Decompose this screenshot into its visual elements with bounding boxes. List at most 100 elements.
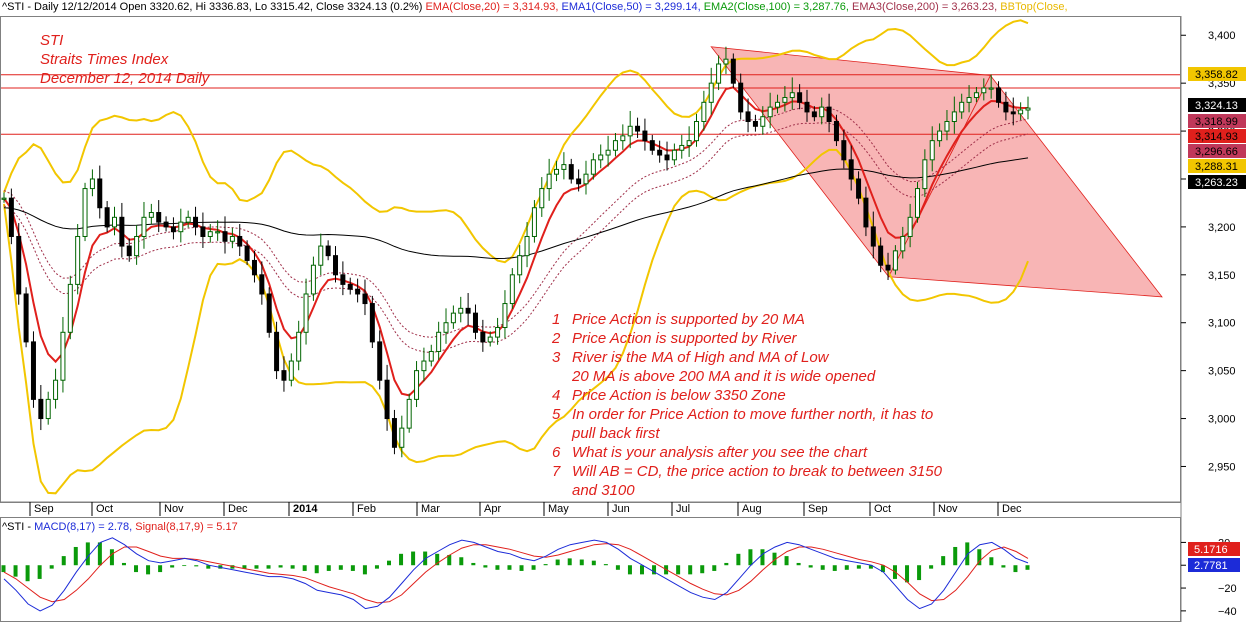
price-bar [789,77,795,110]
price-bar [870,211,876,259]
macd-y-tick-label: −20 [1218,583,1237,595]
analysis-note: 3 River is the MA of High and MA of Low [552,348,942,367]
macd-histogram-bar [603,564,608,566]
price-bar [856,171,862,205]
price-bar [207,224,213,243]
price-bar [671,143,677,166]
price-bar [745,98,751,133]
price-bar [804,89,810,122]
price-header: ^STI - Daily 12/12/2014 Open 3320.62, Hi… [2,1,1068,13]
macd-histogram-bar [880,565,885,573]
y-tick-label: 3,000 [1208,414,1236,426]
price-bar [892,245,898,275]
macd-value-label: 5.1716 [1188,542,1240,556]
analysis-note-number [552,367,572,386]
price-bar [89,169,95,197]
price-bar [288,353,294,387]
bollinger-top [3,19,1029,264]
price-bar [53,368,59,409]
analysis-note-text: Price Action is supported by River [572,330,797,347]
macd-histogram-bar [387,560,392,566]
price-bar [215,220,221,241]
price-bar [126,238,132,262]
x-tick-label: Nov [164,503,184,515]
macd-histogram-bar [832,565,837,571]
macd-histogram-bar [302,565,307,571]
price-bar [531,200,537,243]
date-axis: Sep Oct Nov Dec 2014 Feb Mar Apr May Jun Jul Aug Sep… [0,501,1180,516]
price-bar [848,145,854,191]
macd-histogram-bar [242,565,247,569]
macd-value-label: 2.7781 [1188,558,1240,572]
macd-histogram-bar [158,565,163,573]
analysis-notes: 1 Price Action is supported by 20 MA 2 Pric… [552,310,942,500]
y-tick-label: 3,200 [1208,222,1236,234]
macd-histogram-bar [495,565,500,570]
price-bar [1,192,7,203]
price-bar [428,344,434,367]
price-bar [1018,102,1024,120]
macd-histogram-bar [917,565,922,581]
price-bar [45,391,51,425]
price-bar [576,169,582,192]
price-bar [229,227,235,249]
price-bar [259,261,265,305]
x-tick-label: Sep [34,503,54,515]
pattern-triangle-bcd [888,74,1163,298]
price-bar [929,126,935,172]
price-bar [369,295,375,349]
price-bar [811,106,817,122]
price-bar [701,90,707,131]
analysis-note: 20 MA is above 200 MA and it is wide ope… [552,367,942,386]
price-bar [119,202,125,258]
svg-text:3,358.82: 3,358.82 [1195,69,1238,81]
macd-histogram-bar [97,542,102,566]
price-bar [178,208,184,243]
price-bar [797,84,803,110]
price-bar [185,210,191,228]
price-bar [436,321,442,360]
ema100-legend: EMA2(Close,100) = 3,287.76, [703,1,849,13]
price-bar [598,144,604,169]
macd-histogram-bar [471,562,476,566]
macd-histogram-bar [796,562,801,566]
x-tick-label: Dec [1002,503,1022,515]
price-bar [200,212,206,248]
macd-histogram-bar [1001,565,1006,568]
price-bar [355,278,361,303]
price-bar [996,81,1002,108]
macd-histogram-bar [676,565,681,575]
price-bar [75,224,81,295]
price-bar [163,216,169,232]
price-bar [509,268,515,309]
bbtop-legend: BBTop(Close, [1000,1,1068,13]
macd-histogram-bar [411,551,416,566]
price-bar [561,152,567,180]
signal-legend: Signal(8,17,9) = 5.17 [135,521,238,533]
signal-line [3,543,1029,604]
title-line-2: Straits Times Index [40,51,169,68]
macd-histogram-bar [182,565,187,567]
macd-panel-frame [0,517,1181,622]
analysis-note-text: What is your analysis after you see the … [572,444,868,461]
macd-histogram-bar [688,565,693,575]
price-bar [465,293,471,326]
river-low [3,122,1029,354]
ema20-legend: EMA(Close,20) = 3,314.93, [425,1,559,13]
x-tick-label: Mar [421,503,440,515]
price-axis: 2,9503,0003,0503,1003,1503,2003,2503,300… [1181,30,1236,473]
macd-histogram-bar [447,554,452,566]
macd-histogram-bar [362,565,367,575]
macd-histogram-bar [784,556,789,566]
price-bar [170,217,176,240]
price-bar [988,74,994,99]
macd-histogram-bar [941,556,946,566]
price-bar [156,200,162,233]
y-tick-label: 3,050 [1208,366,1236,378]
price-label: 3,314.93 [1188,129,1246,143]
price-bar [635,117,641,138]
macd-y-tick-label: −40 [1218,606,1237,618]
